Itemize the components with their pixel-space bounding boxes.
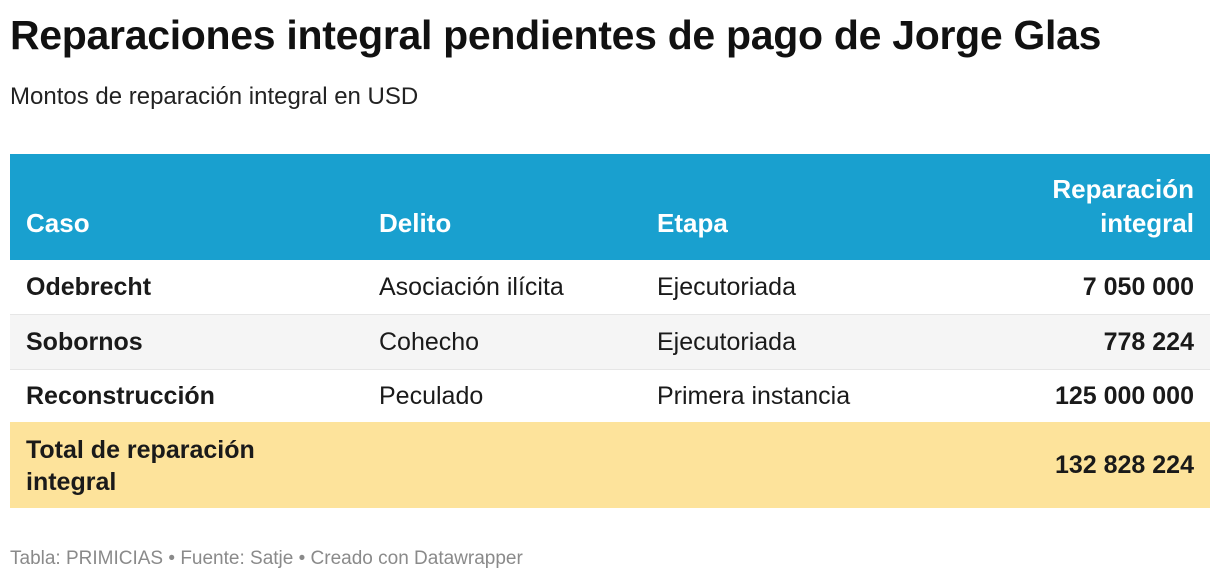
column-header-reparacion: Reparación integral xyxy=(1052,174,1194,238)
cell-reparacion: 7 050 000 xyxy=(1082,273,1194,301)
column-header-delito: Delito xyxy=(379,208,452,238)
footer-credits: Tabla: PRIMICIAS • Fuente: Satje • Cread… xyxy=(10,548,523,569)
total-label: Total de reparación integral xyxy=(26,436,255,496)
cell-delito: Peculado xyxy=(379,382,484,410)
cell-caso: Odebrecht xyxy=(26,273,152,301)
cell-delito: Cohecho xyxy=(379,328,480,356)
cell-caso: Reconstrucción xyxy=(26,382,215,410)
chart-title: Reparaciones integral pendientes de pago… xyxy=(10,12,1102,58)
cell-reparacion: 778 224 xyxy=(1103,328,1194,356)
cell-etapa: Ejecutoriada xyxy=(657,328,796,356)
table-row: Reconstrucción Peculado Primera instanci… xyxy=(10,369,1210,424)
cell-etapa: Ejecutoriada xyxy=(657,273,796,301)
total-row: Total de reparación integral 132 828 224 xyxy=(10,422,1210,508)
total-value: 132 828 224 xyxy=(1054,451,1194,479)
cell-etapa: Primera instancia xyxy=(657,382,851,410)
cell-delito: Asociación ilícita xyxy=(379,273,564,301)
cell-caso: Sobornos xyxy=(26,328,143,356)
chart-subtitle: Montos de reparación integral en USD xyxy=(10,83,419,110)
cell-reparacion: 125 000 000 xyxy=(1054,382,1194,410)
column-header-caso: Caso xyxy=(26,208,90,238)
table-row: Sobornos Cohecho Ejecutoriada 778 224 xyxy=(10,315,1210,370)
table-header: Caso Delito Etapa Reparación integral xyxy=(10,154,1210,260)
table-row: Odebrecht Asociación ilícita Ejecutoriad… xyxy=(10,260,1210,315)
column-header-etapa: Etapa xyxy=(657,208,728,238)
